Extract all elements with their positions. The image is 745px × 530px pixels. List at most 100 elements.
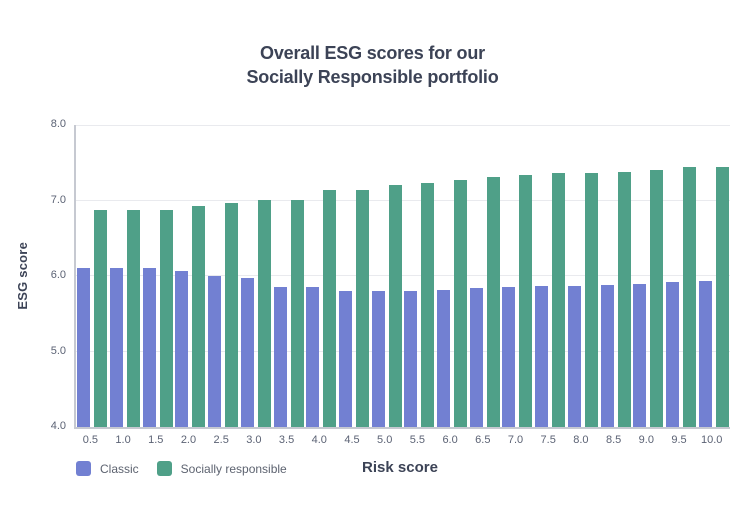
y-tick-label-6.0: 6.0 [50, 269, 66, 281]
bar-socially-responsible-4.0 [323, 190, 337, 427]
bar-classic-8.5 [600, 285, 614, 427]
bar-socially-responsible-8.0 [584, 173, 598, 427]
x-tick-label-8.5: 8.5 [605, 434, 622, 446]
bar-classic-4.5 [338, 291, 352, 427]
bar-group-5.5 [403, 125, 436, 427]
bar-socially-responsible-3.0 [257, 200, 271, 427]
bar-group-6.0 [436, 125, 469, 427]
bar-socially-responsible-6.5 [486, 177, 500, 427]
x-tick-label-5.0: 5.0 [377, 434, 393, 446]
legend-item-classic: Classic [76, 461, 139, 476]
bar-socially-responsible-4.5 [355, 190, 369, 427]
x-tick-label-2.0: 2.0 [180, 434, 197, 446]
plot-area [74, 125, 730, 429]
x-tick-label-5.5: 5.5 [409, 434, 426, 446]
chart-title-line1: Overall ESG scores for our [260, 43, 485, 63]
bar-classic-9.0 [633, 284, 647, 427]
x-tick-label-4.5: 4.5 [344, 434, 360, 446]
bar-socially-responsible-5.0 [388, 185, 402, 427]
bar-group-3.0 [240, 125, 273, 427]
x-tick-label-3.0: 3.0 [246, 434, 262, 446]
x-tick-label-7.5: 7.5 [540, 434, 556, 446]
y-tick-label-4.0: 4.0 [50, 420, 66, 432]
x-tick-label-1.0: 1.0 [115, 434, 131, 446]
legend-swatch-socially-responsible [156, 461, 172, 476]
bar-group-9.5 [665, 125, 698, 427]
chart-title-line2: Socially Responsible portfolio [246, 67, 499, 87]
bar-socially-responsible-9.0 [650, 170, 664, 427]
x-tick-label-7.0: 7.0 [507, 434, 524, 446]
bar-group-8.5 [599, 125, 632, 427]
bars-container [76, 125, 730, 427]
x-tick-label-3.5: 3.5 [278, 434, 295, 446]
legend-item-socially-responsible: Socially responsible [156, 461, 287, 476]
bar-group-3.5 [272, 125, 305, 427]
bar-classic-3.5 [273, 287, 287, 427]
bar-socially-responsible-7.0 [519, 175, 533, 427]
bar-socially-responsible-6.0 [454, 180, 468, 427]
legend: Classic Socially responsible [76, 461, 287, 476]
bar-socially-responsible-10.0 [715, 167, 729, 427]
bar-group-0.5 [76, 125, 109, 427]
x-tick-label-6.5: 6.5 [475, 434, 491, 446]
bar-classic-6.0 [437, 290, 451, 427]
bar-socially-responsible-9.5 [683, 167, 696, 427]
y-tick-label-8.0: 8.0 [50, 118, 66, 130]
bar-group-2.0 [174, 125, 207, 427]
x-tick-label-10.0: 10.0 [701, 434, 723, 446]
x-tick-label-4.0: 4.0 [311, 434, 327, 446]
legend-label-socially-responsible: Socially responsible [180, 461, 287, 476]
bar-socially-responsible-1.0 [127, 210, 141, 427]
bar-classic-1.0 [110, 268, 124, 427]
x-tick-label-1.5: 1.5 [148, 434, 164, 446]
bar-group-7.5 [534, 125, 567, 427]
x-axis-title: Risk score [362, 459, 438, 476]
bar-classic-3.0 [240, 278, 254, 427]
bar-group-1.5 [141, 125, 174, 427]
bar-classic-5.5 [404, 291, 418, 427]
bar-socially-responsible-1.5 [159, 210, 173, 427]
bar-classic-4.0 [306, 287, 320, 427]
bar-socially-responsible-8.5 [617, 172, 631, 427]
bar-socially-responsible-0.5 [94, 210, 108, 427]
x-tick-label-0.5: 0.5 [82, 434, 98, 446]
bar-classic-6.5 [469, 288, 483, 427]
bar-socially-responsible-7.5 [552, 173, 566, 427]
x-tick-label-8.0: 8.0 [573, 434, 589, 446]
bar-group-1.0 [109, 125, 142, 427]
bar-classic-1.5 [142, 268, 156, 427]
bar-group-8.0 [567, 125, 600, 427]
gridline-8.0 [76, 125, 730, 126]
bar-classic-9.5 [666, 282, 679, 427]
bar-socially-responsible-2.0 [192, 206, 206, 427]
x-axis-ticks: 0.5 1.0 1.5 2.0 2.5 3.0 3.5 4.0 4.5 5.0 5.5 6.0 6.5 7… [74, 434, 728, 446]
bar-socially-responsible-3.5 [290, 200, 304, 427]
x-tick-label-6.0: 6.0 [442, 434, 458, 446]
bar-group-7.0 [501, 125, 534, 427]
x-tick-label-2.5: 2.5 [213, 434, 229, 446]
x-tick-label-9.5: 9.5 [671, 434, 687, 446]
bar-classic-2.5 [208, 276, 222, 427]
y-tick-label-7.0: 7.0 [50, 193, 66, 206]
bar-group-9.0 [632, 125, 665, 427]
bar-socially-responsible-5.5 [421, 183, 435, 427]
gridline-5.0 [76, 350, 730, 352]
bar-group-5.0 [370, 125, 403, 427]
x-tick-label-9.0: 9.0 [638, 434, 654, 446]
bar-group-10.0 [697, 125, 730, 427]
chart-title: Overall ESG scores for our Socially Resp… [0, 41, 745, 89]
bar-classic-7.5 [535, 286, 549, 427]
bar-socially-responsible-2.5 [225, 203, 239, 427]
bar-classic-5.0 [371, 291, 385, 427]
bar-classic-0.5 [77, 268, 91, 427]
bar-group-2.5 [207, 125, 240, 427]
bar-classic-7.0 [502, 287, 516, 427]
bar-group-6.5 [468, 125, 501, 427]
bar-group-4.0 [305, 125, 338, 427]
legend-label-classic: Classic [100, 461, 139, 476]
legend-swatch-classic [76, 461, 91, 476]
y-tick-label-5.0: 5.0 [50, 344, 66, 357]
bar-group-4.5 [338, 125, 371, 427]
bar-classic-10.0 [698, 281, 712, 427]
